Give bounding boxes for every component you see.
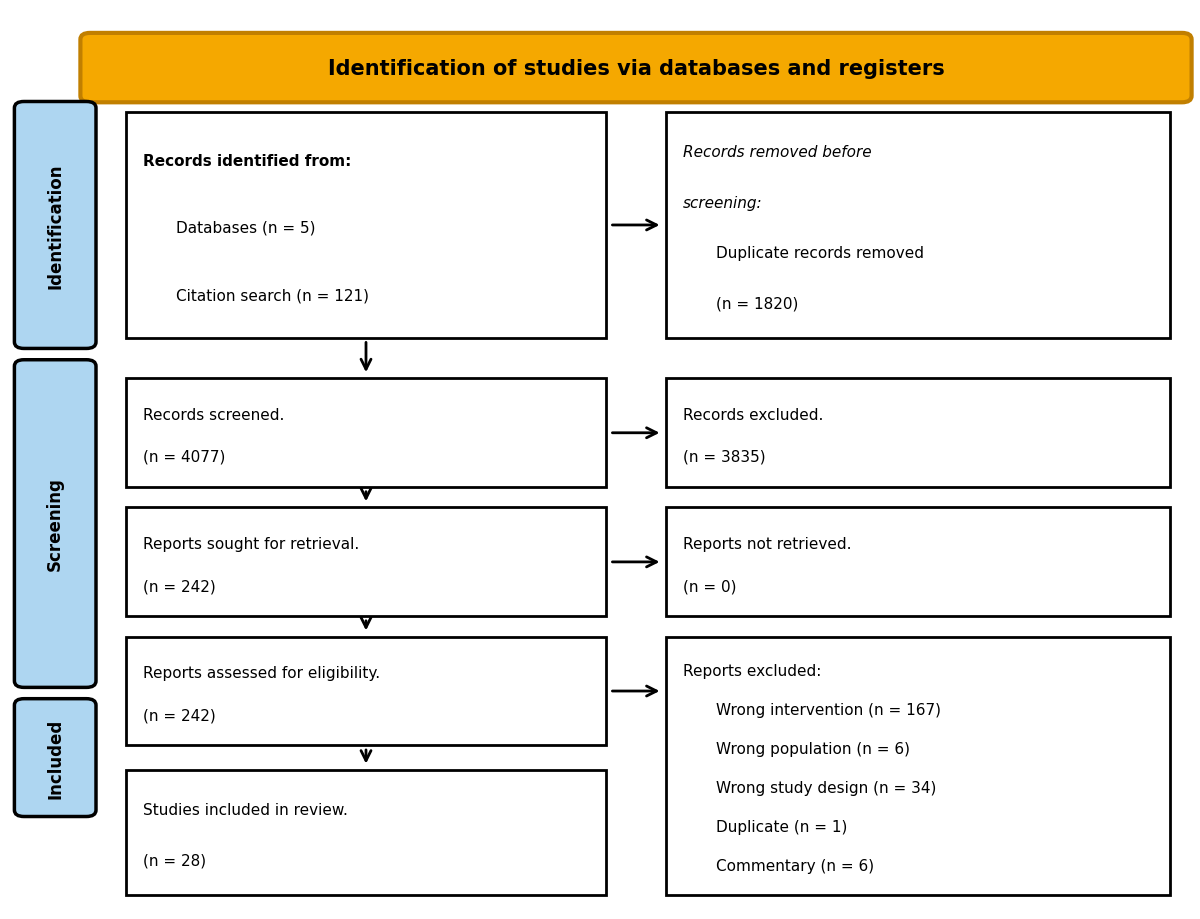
Bar	[666, 508, 1170, 617]
Text: Wrong intervention (n = 167): Wrong intervention (n = 167)	[716, 702, 942, 718]
Bar	[666, 379, 1170, 488]
FancyBboxPatch shape	[14, 360, 96, 687]
Text: (n = 242): (n = 242)	[143, 578, 216, 594]
Text: Citation search (n = 121): Citation search (n = 121)	[176, 288, 370, 302]
Text: (n = 1820): (n = 1820)	[716, 296, 799, 312]
Text: Reports excluded:: Reports excluded:	[683, 664, 821, 678]
FancyBboxPatch shape	[80, 34, 1192, 103]
Text: Duplicate records removed: Duplicate records removed	[716, 246, 924, 261]
Text: (n = 242): (n = 242)	[143, 708, 216, 722]
Text: Studies included in review.: Studies included in review.	[143, 802, 348, 817]
Text: (n = 4077): (n = 4077)	[143, 449, 226, 464]
Bar	[126, 113, 606, 338]
Text: Wrong population (n = 6): Wrong population (n = 6)	[716, 742, 911, 756]
Text: Included: Included	[46, 718, 65, 798]
Bar	[126, 508, 606, 617]
Text: Identification: Identification	[46, 163, 65, 289]
Text: Reports sought for retrieval.: Reports sought for retrieval.	[143, 536, 359, 551]
Bar	[126, 770, 606, 895]
Bar	[666, 113, 1170, 338]
FancyBboxPatch shape	[14, 102, 96, 349]
Text: (n = 3835): (n = 3835)	[683, 449, 766, 464]
Text: Duplicate (n = 1): Duplicate (n = 1)	[716, 819, 847, 834]
Text: Commentary (n = 6): Commentary (n = 6)	[716, 858, 875, 873]
Text: (n = 0): (n = 0)	[683, 578, 737, 594]
Text: Databases (n = 5): Databases (n = 5)	[176, 221, 316, 235]
Bar	[126, 637, 606, 745]
Text: Records screened.: Records screened.	[143, 407, 284, 422]
Text: Reports not retrieved.: Reports not retrieved.	[683, 536, 851, 551]
Text: screening:: screening:	[683, 196, 762, 210]
Text: Wrong study design (n = 34): Wrong study design (n = 34)	[716, 780, 937, 795]
Text: Records identified from:: Records identified from:	[143, 153, 352, 168]
Text: Screening: Screening	[46, 477, 65, 571]
FancyBboxPatch shape	[14, 699, 96, 817]
Text: Records removed before: Records removed before	[683, 145, 871, 160]
Text: (n = 28): (n = 28)	[143, 853, 206, 868]
Bar	[126, 379, 606, 488]
Bar	[666, 637, 1170, 895]
Text: Identification of studies via databases and registers: Identification of studies via databases …	[328, 59, 944, 78]
Text: Records excluded.: Records excluded.	[683, 407, 823, 422]
Text: Reports assessed for eligibility.: Reports assessed for eligibility.	[143, 665, 380, 680]
